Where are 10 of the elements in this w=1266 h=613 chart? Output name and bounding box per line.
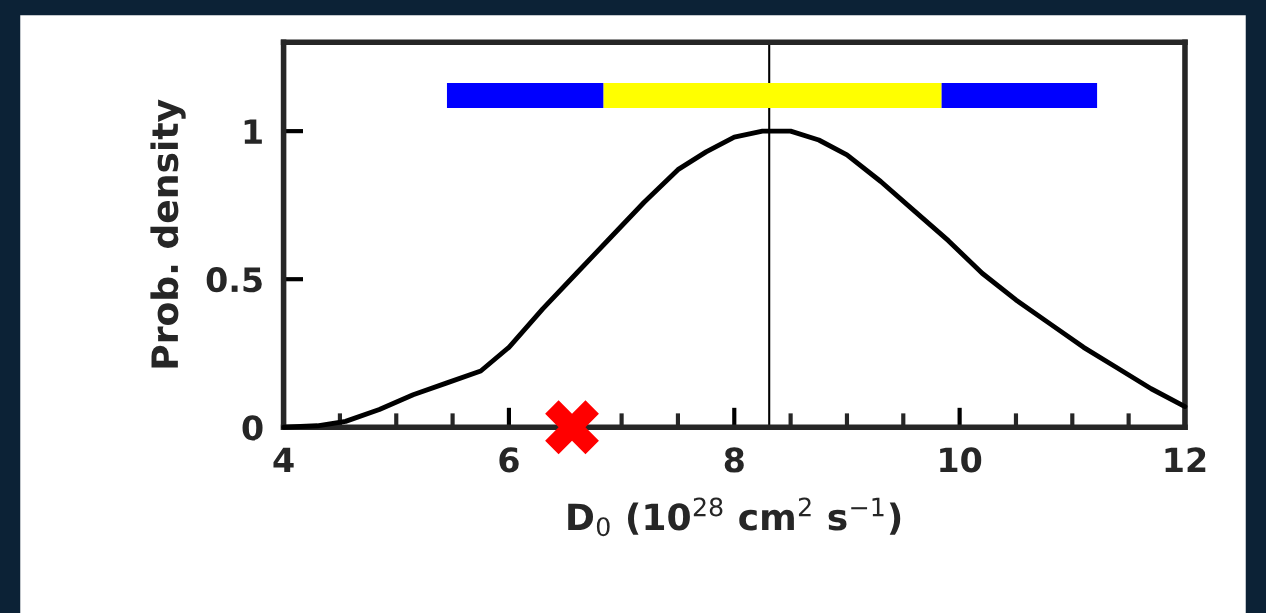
x-tick-label: 4 [273,447,294,473]
y-tick-label: 0 [242,415,263,441]
x-tick-label: 12 [1165,447,1206,473]
y-tick-label: 1 [244,119,262,144]
text: D$_{0}$ (10$^{28}$ cm$^{2}$ s$^{−1}$) [568,497,901,537]
x-tick-label: 6 [499,447,519,473]
x-tick-label: 10 [940,447,982,473]
y-tick-label: 0.5 [206,267,262,293]
x-tick-label: 8 [724,447,744,473]
y-axis-title: Prob. density [150,99,186,368]
